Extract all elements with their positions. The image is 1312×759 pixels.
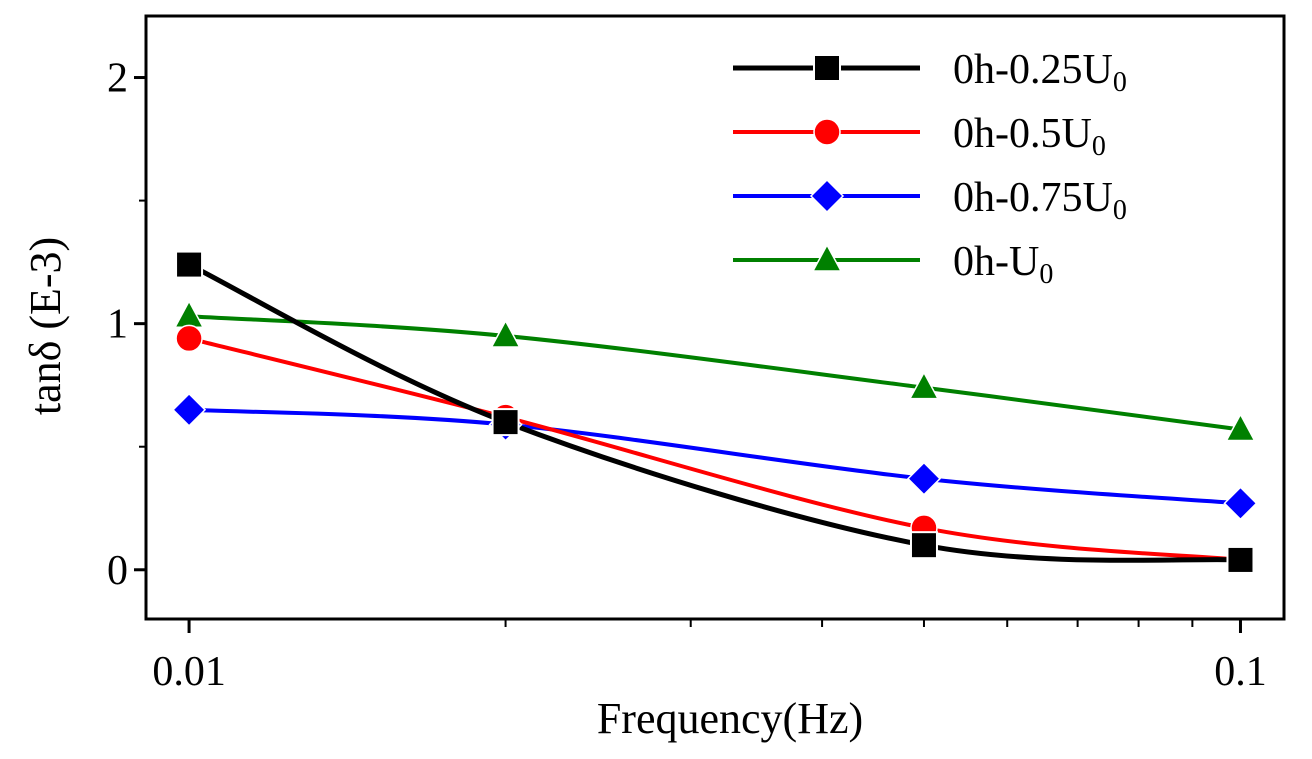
plot-frame bbox=[144, 14, 1286, 621]
series-markers bbox=[172, 250, 1258, 574]
data-point-s3-0 bbox=[173, 299, 205, 329]
x-axis-title: Frequency(Hz) bbox=[597, 694, 863, 743]
series-line-3 bbox=[188, 314, 1241, 432]
legend-marker-1 bbox=[813, 118, 841, 146]
legend-marker-0 bbox=[813, 54, 841, 82]
data-point-s2-3 bbox=[1223, 486, 1258, 521]
data-point-s3-1 bbox=[490, 319, 521, 348]
x-tick-label-1: 0.1 bbox=[1214, 649, 1267, 695]
y-axis-title: tanδ (E-3) bbox=[21, 237, 70, 415]
legend-label-2: 0h-0.75U0 bbox=[953, 175, 1127, 226]
legend-label-3: 0h-U0 bbox=[953, 239, 1053, 290]
legend-label-1: 0h-0.5U0 bbox=[953, 111, 1106, 162]
data-point-s0-1 bbox=[491, 408, 520, 437]
data-point-s1-0 bbox=[175, 324, 203, 353]
y-tick-label-1: 1 bbox=[107, 302, 128, 348]
y-tick-label-0: 0 bbox=[107, 548, 128, 594]
data-point-s0-3 bbox=[1226, 545, 1255, 574]
data-point-s0-2 bbox=[909, 531, 938, 560]
x-tick-label-0: 0.01 bbox=[152, 649, 226, 695]
legend-marker-3 bbox=[811, 243, 843, 272]
data-point-s2-2 bbox=[906, 461, 942, 496]
y-tick-label-2: 2 bbox=[107, 56, 128, 102]
legend-marker-2 bbox=[809, 178, 845, 214]
legend: 0h-0.25U0 0h-0.5U0 0h-0.75U0 0h-U0 bbox=[733, 47, 1127, 290]
data-point-s2-0 bbox=[172, 392, 207, 427]
data-point-s3-3 bbox=[1225, 412, 1256, 442]
tick-labels: 0 1 2 0.01 0.1 bbox=[107, 56, 1267, 695]
series-lines bbox=[187, 262, 1241, 563]
data-point-s0-0 bbox=[175, 250, 204, 279]
legend-label-0: 0h-0.25U0 bbox=[953, 47, 1127, 98]
series-line-0 bbox=[187, 262, 1241, 563]
series-line-2 bbox=[188, 407, 1241, 506]
data-point-s3-2 bbox=[908, 371, 940, 400]
axis-ticks bbox=[134, 76, 1242, 633]
series-line-1 bbox=[188, 336, 1241, 562]
